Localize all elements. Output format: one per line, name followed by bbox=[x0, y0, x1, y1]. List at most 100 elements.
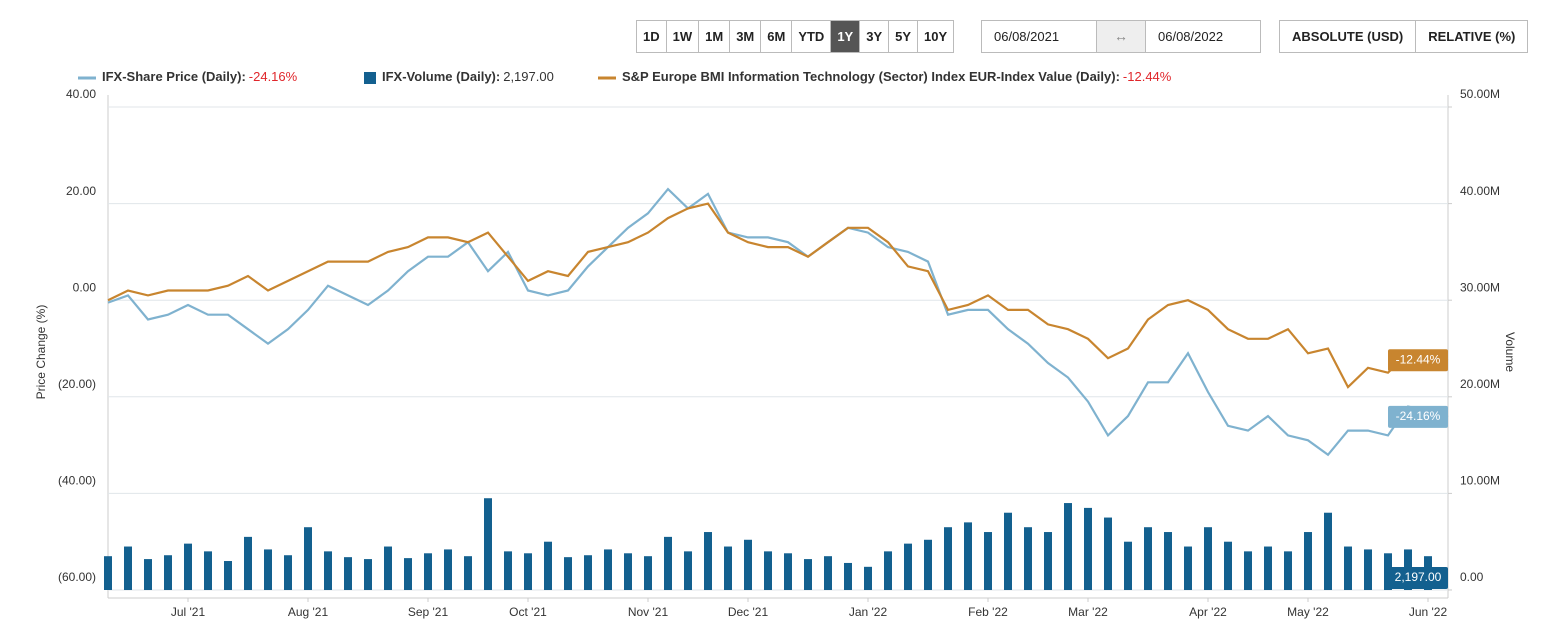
date-separator: ↔ bbox=[1097, 20, 1145, 53]
volume-bar bbox=[484, 498, 492, 590]
volume-bar bbox=[1024, 527, 1032, 590]
y2-tick-label: 20.00M bbox=[1460, 377, 1500, 391]
y2-tick-label: 10.00M bbox=[1460, 474, 1500, 488]
volume-bar bbox=[164, 555, 172, 590]
volume-bar bbox=[804, 559, 812, 590]
mode-buttons: ABSOLUTE (USD) RELATIVE (%) bbox=[1279, 20, 1529, 53]
volume-bar bbox=[1344, 546, 1352, 590]
volume-bar bbox=[584, 555, 592, 590]
volume-bar bbox=[444, 549, 452, 590]
x-tick-label: Mar '22 bbox=[1068, 605, 1108, 619]
volume-bar bbox=[1104, 517, 1112, 590]
end-date[interactable]: 06/08/2022 bbox=[1145, 20, 1261, 53]
range-buttons: 1D 1W 1M 3M 6M YTD 1Y 3Y 5Y 10Y bbox=[636, 20, 955, 53]
volume-bar bbox=[924, 539, 932, 590]
volume-bar bbox=[764, 551, 772, 590]
volume-bar bbox=[244, 536, 252, 590]
volume-bar bbox=[224, 561, 232, 590]
legend-swatch bbox=[364, 72, 376, 84]
y2-tick-label: 0.00 bbox=[1460, 570, 1484, 584]
volume-bar bbox=[264, 549, 272, 590]
legend-label: S&P Europe BMI Information Technology (S… bbox=[622, 69, 1172, 84]
volume-bar bbox=[704, 532, 712, 590]
x-tick-label: Nov '21 bbox=[628, 605, 669, 619]
range-button[interactable]: 1W bbox=[665, 20, 700, 53]
volume-bar bbox=[684, 551, 692, 590]
range-button[interactable]: 1Y bbox=[830, 20, 861, 53]
volume-bar bbox=[544, 541, 552, 590]
volume-bar bbox=[324, 551, 332, 590]
range-button[interactable]: 1D bbox=[636, 20, 667, 53]
volume-bar bbox=[184, 543, 192, 590]
volume-bar bbox=[984, 532, 992, 590]
y-tick-label: 0.00 bbox=[73, 280, 97, 294]
y2-tick-label: 50.00M bbox=[1460, 87, 1500, 101]
mode-button[interactable]: RELATIVE (%) bbox=[1415, 20, 1529, 53]
volume-bar bbox=[884, 551, 892, 590]
volume-bar bbox=[1144, 527, 1152, 590]
volume-bar bbox=[1204, 527, 1212, 590]
x-tick-label: Sep '21 bbox=[408, 605, 449, 619]
volume-bar bbox=[404, 558, 412, 590]
y-tick-label: 20.00 bbox=[66, 184, 96, 198]
volume-bar bbox=[464, 556, 472, 590]
volume-bar bbox=[944, 527, 952, 590]
start-date[interactable]: 06/08/2021 bbox=[981, 20, 1097, 53]
y-tick-label: (40.00) bbox=[58, 474, 96, 488]
x-tick-label: Dec '21 bbox=[728, 605, 769, 619]
price-line bbox=[107, 187, 1449, 457]
volume-bar bbox=[1064, 503, 1072, 590]
end-badge-label: -24.16% bbox=[1396, 409, 1441, 423]
volume-bar bbox=[1244, 551, 1252, 590]
y-tick-label: (20.00) bbox=[58, 377, 96, 391]
volume-bar bbox=[124, 546, 132, 590]
y2-tick-label: 40.00M bbox=[1460, 184, 1500, 198]
end-badge bbox=[1388, 349, 1448, 372]
legend-name: IFX-Volume (Daily): bbox=[382, 69, 500, 84]
legend-name: S&P Europe BMI Information Technology (S… bbox=[622, 69, 1120, 84]
volume-bar bbox=[524, 553, 532, 590]
volume-bar bbox=[1284, 551, 1292, 590]
volume-bar bbox=[1044, 532, 1052, 590]
x-tick-label: Aug '21 bbox=[288, 605, 329, 619]
volume-bar bbox=[744, 539, 752, 590]
range-button[interactable]: 10Y bbox=[917, 20, 955, 53]
volume-bar bbox=[624, 553, 632, 590]
volume-bar bbox=[1304, 532, 1312, 590]
volume-bar bbox=[1324, 512, 1332, 590]
y2-tick-label: 30.00M bbox=[1460, 280, 1500, 294]
volume-bar bbox=[424, 553, 432, 590]
volume-bar bbox=[204, 551, 212, 590]
legend-name: IFX-Share Price (Daily): bbox=[102, 69, 246, 84]
end-badge-label: -12.44% bbox=[1396, 352, 1441, 366]
volume-bar bbox=[564, 557, 572, 590]
date-range: 06/08/2021 ↔ 06/08/2022 bbox=[981, 20, 1261, 53]
volume-bar bbox=[104, 556, 112, 590]
price-line bbox=[107, 202, 1449, 389]
range-button[interactable]: 3Y bbox=[859, 20, 890, 53]
volume-bar bbox=[1124, 541, 1132, 590]
volume-bar bbox=[1364, 549, 1372, 590]
volume-bar bbox=[1164, 532, 1172, 590]
volume-bar bbox=[344, 557, 352, 590]
y-tick-label: 40.00 bbox=[66, 87, 96, 101]
range-button[interactable]: 1M bbox=[698, 20, 731, 53]
legend-label: IFX-Volume (Daily): 2,197.00 bbox=[382, 69, 554, 84]
volume-bar bbox=[604, 549, 612, 590]
x-tick-label: May '22 bbox=[1287, 605, 1329, 619]
end-badge bbox=[1388, 405, 1448, 428]
volume-bar bbox=[724, 546, 732, 590]
volume-bar bbox=[1184, 546, 1192, 590]
volume-bar bbox=[1264, 546, 1272, 590]
legend-value: -12.44% bbox=[1123, 69, 1172, 84]
volume-bar bbox=[784, 553, 792, 590]
volume-bar bbox=[964, 522, 972, 590]
volume-bar bbox=[664, 536, 672, 590]
volume-bar bbox=[284, 555, 292, 590]
range-button[interactable]: 5Y bbox=[888, 20, 919, 53]
volume-bar bbox=[844, 562, 852, 590]
volume-bar bbox=[384, 546, 392, 590]
range-button[interactable]: 6M bbox=[760, 20, 793, 53]
volume-bar bbox=[144, 559, 152, 590]
